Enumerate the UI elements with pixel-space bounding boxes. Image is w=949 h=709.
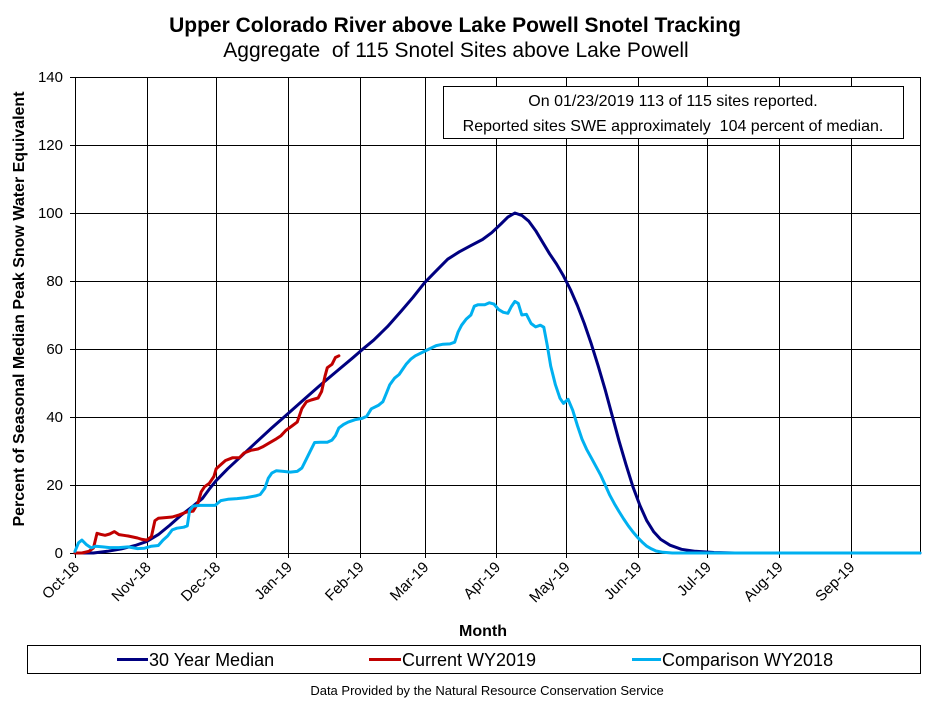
series-line-30-year-median — [73, 211, 922, 555]
y-tick-label: 80 — [46, 273, 63, 290]
legend-label: 30 Year Median — [149, 650, 274, 670]
y-tick-label: 0 — [55, 545, 63, 562]
annotation-line-reported: On 01/23/2019 113 of 115 sites reported. — [528, 93, 817, 110]
y-axis: 0 20 40 60 80 100 120 140 — [38, 69, 75, 562]
legend-label: Current WY2019 — [402, 650, 536, 670]
legend-label: Comparison WY2018 — [662, 650, 833, 670]
legend-frame — [27, 645, 921, 674]
y-tick-label: 100 — [38, 205, 63, 222]
data-source-footer: Data Provided by the Natural Resource Co… — [310, 683, 663, 698]
y-axis-title: Percent of Seasonal Median Peak Snow Wat… — [11, 91, 28, 527]
y-tick-label: 20 — [46, 477, 63, 494]
annotation-box: On 01/23/2019 113 of 115 sites reported.… — [443, 86, 904, 139]
y-tick-label: 60 — [46, 341, 63, 358]
y-tick-label: 120 — [38, 137, 63, 154]
legend-item-30-year-median: 30 Year Median — [117, 650, 274, 670]
legend-item-comparison-wy2018: Comparison WY2018 — [632, 650, 833, 670]
x-axis-title: Month — [459, 623, 507, 640]
series-line-current-wy2019 — [73, 354, 341, 555]
annotation-frame — [443, 86, 904, 139]
chart-subtitle: Aggregate of 115 Snotel Sites above Lake… — [223, 39, 688, 62]
series-line-comparison-wy2018 — [73, 299, 922, 555]
legend-item-current-wy2019: Current WY2019 — [369, 650, 536, 670]
series-lines — [73, 211, 922, 555]
legend: 30 Year Median Current WY2019 Comparison… — [27, 645, 921, 674]
plot-frame — [75, 77, 921, 554]
y-tick-label: 40 — [46, 409, 63, 426]
annotation-line-percent: Reported sites SWE approximately 104 per… — [463, 118, 884, 135]
plot-background — [75, 77, 921, 554]
y-tick-label: 140 — [38, 69, 63, 86]
chart-title: Upper Colorado River above Lake Powell S… — [169, 14, 741, 37]
